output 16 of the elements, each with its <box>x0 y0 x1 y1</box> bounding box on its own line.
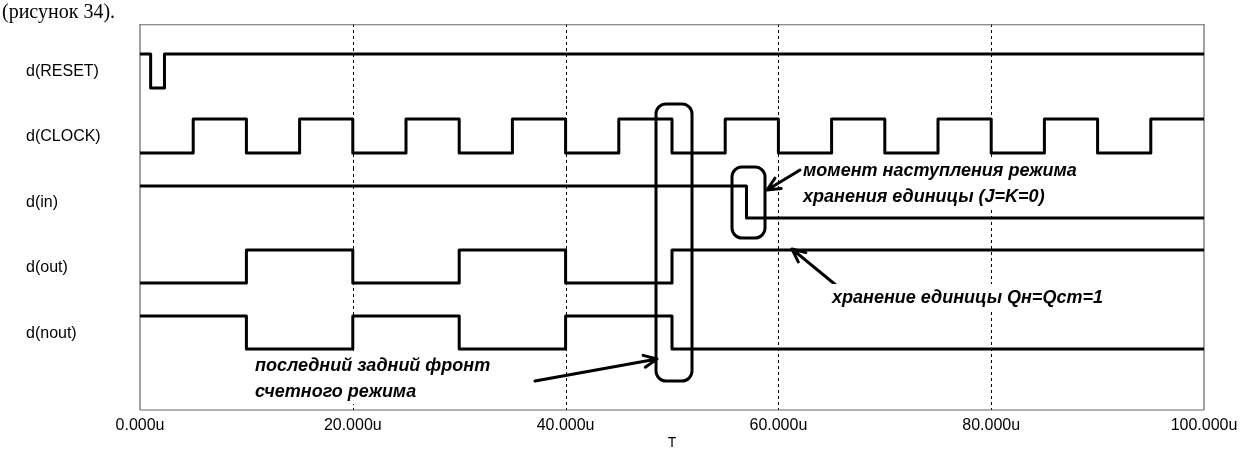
y-axis-title: d(CLOCK) <box>26 127 101 145</box>
x-tick-label: 0.000u <box>115 416 165 434</box>
x-axis-title: T <box>667 433 677 450</box>
text: последний задний фронт счетного режима <box>255 352 491 404</box>
x-tick-label: 60.000u <box>749 416 808 434</box>
text: (рисунок 34). <box>2 0 116 22</box>
x-tick-label: 20.000u <box>323 416 382 434</box>
x-tick-label: 100.000u <box>1170 416 1238 434</box>
y-axis-title: d(RESET) <box>26 62 99 80</box>
annotation: момент наступления режима хранения единицы (J=K=0) <box>803 157 1077 209</box>
x-tick-label: 40.000u <box>536 416 595 434</box>
y-axis-title: d(nout) <box>26 323 77 342</box>
x-tick-label: 80.000u <box>962 416 1021 434</box>
text: хранение единицы Qн=Qст=1 <box>832 284 1103 310</box>
y-axis-title: d(out) <box>26 257 68 276</box>
y-axis-title: d(in) <box>26 193 59 211</box>
